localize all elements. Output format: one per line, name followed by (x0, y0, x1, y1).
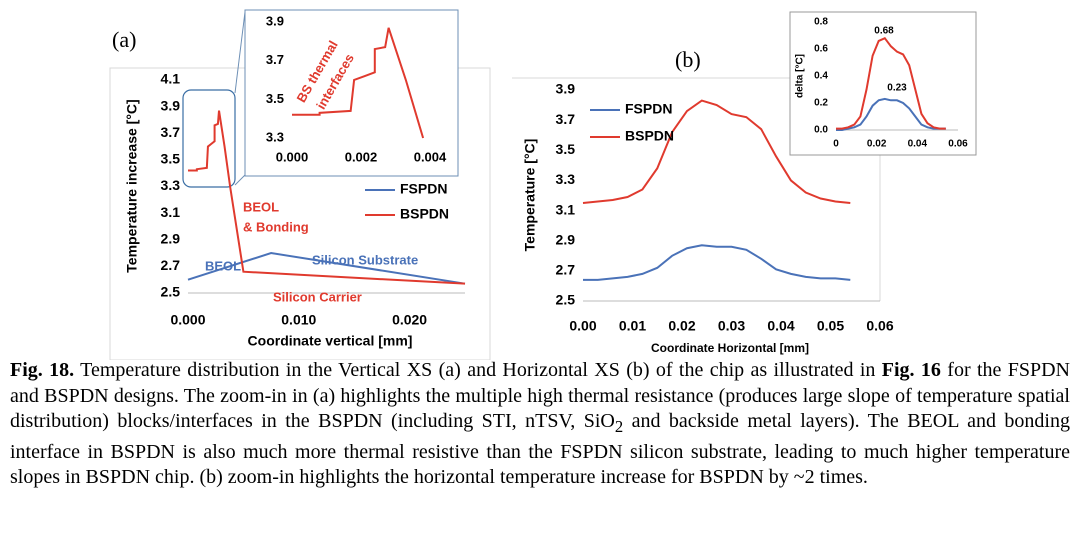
caption-ref: Fig. 16 (881, 359, 941, 381)
legend-label: FSPDN (625, 101, 672, 117)
y-tick-label: 2.5 (556, 292, 576, 308)
y-tick-label: 3.5 (266, 91, 284, 106)
x-tick-label: 0.000 (276, 149, 309, 164)
y-tick-label: 0.2 (814, 98, 828, 109)
y-tick-label: 2.7 (161, 257, 181, 273)
y-tick-label: 2.9 (161, 230, 181, 246)
y-axis-title: delta [°C] (795, 54, 806, 98)
x-tick-label: 0.06 (866, 318, 893, 334)
x-tick-label: 0.06 (948, 139, 968, 150)
x-tick-label: 0.04 (908, 139, 928, 150)
x-axis-title: Coordinate Horizontal [mm] (651, 341, 809, 355)
x-axis-title: Coordinate vertical [mm] (248, 333, 413, 349)
x-tick-label: 0.002 (345, 149, 378, 164)
zoom-connector (234, 11, 246, 94)
y-tick-label: 4.1 (161, 71, 181, 87)
x-tick-label: 0.02 (668, 318, 695, 334)
y-tick-label: 3.3 (266, 129, 284, 144)
panel-label: (a) (112, 27, 136, 52)
y-tick-label: 0.8 (814, 17, 828, 28)
y-tick-label: 2.5 (161, 284, 181, 300)
y-tick-label: 3.1 (161, 204, 181, 220)
caption: Fig. 18. Temperature distribution in the… (10, 358, 1070, 491)
panel-label: (b) (675, 47, 701, 72)
annotation: & Bonding (243, 219, 309, 234)
caption-label: Fig. 18. (10, 359, 75, 381)
annotation: Silicon Carrier (273, 289, 362, 304)
x-tick-label: 0.000 (170, 312, 205, 328)
y-tick-label: 3.3 (556, 171, 576, 187)
y-tick-label: 3.9 (556, 81, 576, 97)
x-tick-label: 0.04 (767, 318, 794, 334)
y-tick-label: 3.7 (161, 124, 181, 140)
x-tick-label: 0.02 (867, 139, 887, 150)
y-tick-label: 3.7 (556, 111, 576, 127)
y-tick-label: 3.5 (556, 141, 576, 157)
y-tick-label: 2.7 (556, 262, 576, 278)
data-line (188, 110, 466, 285)
y-tick-label: 0.4 (814, 71, 828, 82)
data-line (836, 36, 946, 130)
annotation: 0.68 (874, 26, 894, 37)
caption-sub: 2 (614, 417, 624, 436)
y-tick-label: 3.7 (266, 52, 284, 67)
y-tick-label: 3.1 (556, 201, 576, 217)
y-tick-label: 3.9 (266, 13, 284, 28)
y-tick-label: 3.9 (161, 97, 181, 113)
data-line (583, 244, 851, 281)
y-axis-title: Temperature increase [°C] (124, 99, 140, 272)
x-tick-label: 0 (833, 139, 839, 150)
x-tick-label: 0.00 (569, 318, 596, 334)
annotation: BEOL (205, 258, 241, 273)
caption-text: for the FSPDN and BSPDN designs. The zoo… (10, 359, 1070, 432)
y-tick-label: 2.9 (556, 231, 576, 247)
x-tick-label: 0.03 (718, 318, 745, 334)
x-tick-label: 0.01 (619, 318, 646, 334)
zoom-connector (234, 174, 246, 186)
x-tick-label: 0.05 (817, 318, 844, 334)
zoom-box (182, 89, 236, 188)
x-tick-label: 0.020 (392, 312, 427, 328)
x-tick-label: 0.004 (414, 149, 447, 164)
data-line (836, 97, 946, 131)
legend-label: BSPDN (400, 206, 449, 222)
annotation: 0.23 (887, 83, 907, 94)
data-line (187, 252, 466, 285)
y-tick-label: 0.0 (814, 125, 828, 136)
legend-label: FSPDN (400, 181, 447, 197)
data-line (582, 99, 851, 205)
annotation: BEOL (243, 199, 279, 214)
caption-text: Temperature distribution in the Vertical… (74, 359, 882, 381)
y-axis-title: Temperature [°C] (522, 139, 538, 252)
caption-text: and backside metal layers). The BEOL and… (10, 410, 1070, 488)
data-line (292, 27, 425, 139)
annotation: Silicon Substrate (312, 252, 418, 267)
y-tick-label: 0.6 (814, 44, 828, 55)
y-tick-label: 3.3 (161, 177, 181, 193)
x-tick-label: 0.010 (281, 312, 316, 328)
inset-frame (244, 9, 459, 177)
inset-frame (789, 11, 977, 156)
y-tick-label: 3.5 (161, 151, 181, 167)
legend-label: BSPDN (625, 128, 674, 144)
figure: 2.52.72.93.13.33.53.73.94.10.000 0.010 0.0… (109, 9, 977, 360)
